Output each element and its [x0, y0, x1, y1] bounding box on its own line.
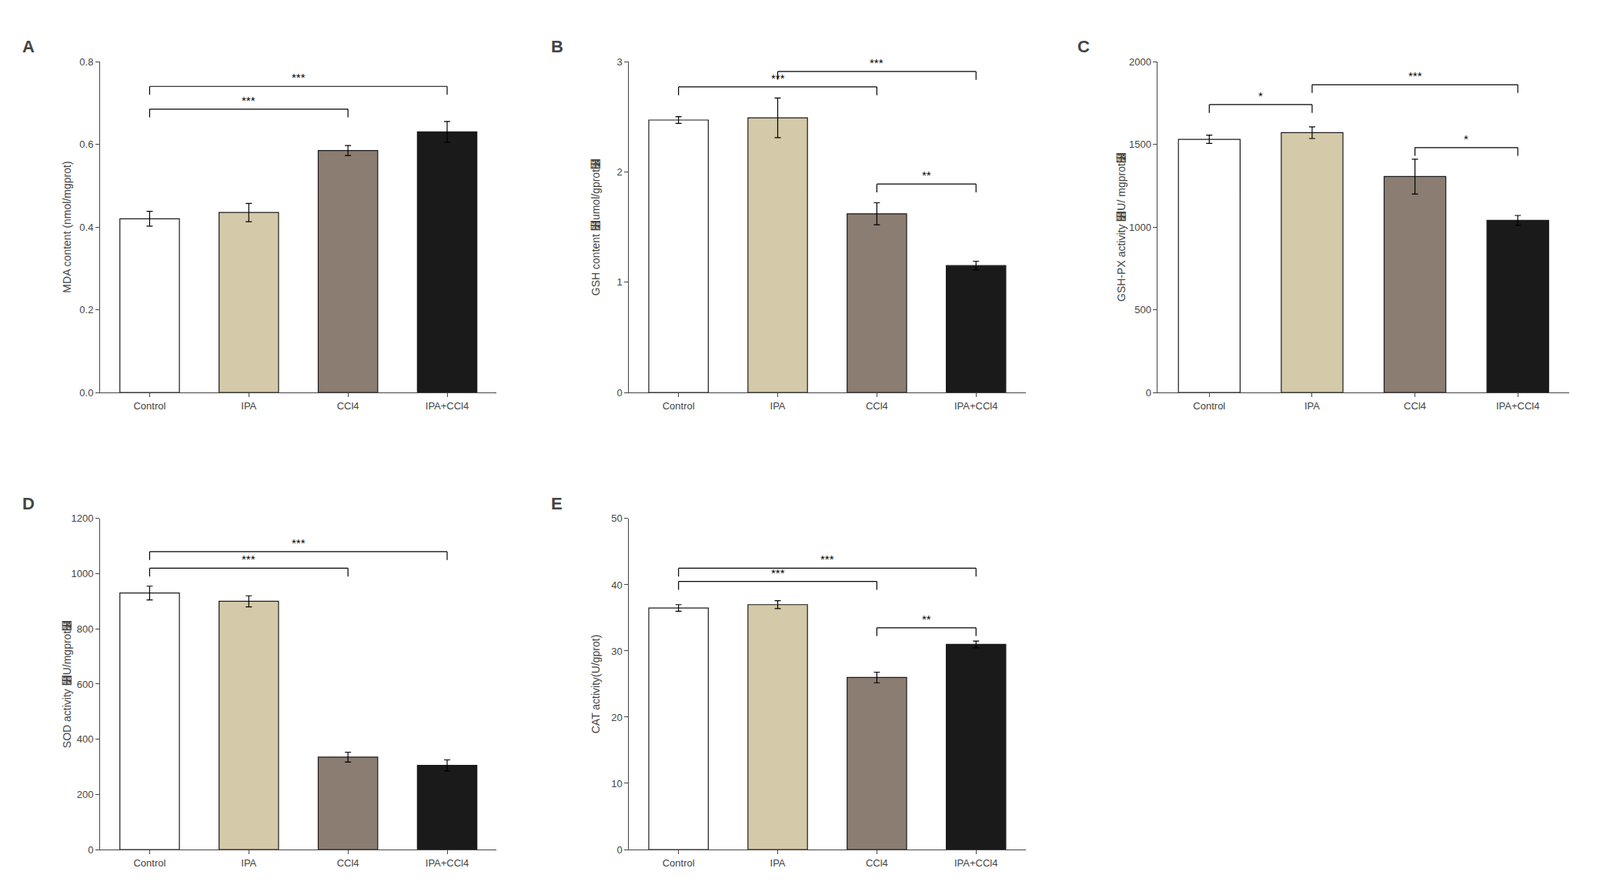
svg-text:IPA+CCl4: IPA+CCl4	[954, 857, 998, 869]
svg-text:500: 500	[1134, 303, 1152, 316]
svg-text:200: 200	[76, 788, 94, 801]
svg-text:B: B	[551, 36, 564, 57]
svg-text:CCl4: CCl4	[1403, 400, 1427, 412]
svg-text:0.8: 0.8	[79, 56, 94, 68]
svg-text:Control: Control	[662, 857, 695, 869]
svg-text:Control: Control	[133, 857, 166, 869]
svg-text:GSH content ⻻umol/gprot⻼: GSH content ⻻umol/gprot⻼	[589, 158, 602, 296]
svg-text:***: ***	[869, 56, 884, 70]
svg-text:CCl4: CCl4	[865, 400, 889, 412]
svg-text:SOD activity ⻻U/mgprot⻼: SOD activity ⻻U/mgprot⻼	[60, 620, 74, 749]
svg-text:IPA: IPA	[240, 857, 257, 869]
svg-text:***: ***	[771, 71, 785, 85]
svg-text:0.6: 0.6	[79, 138, 94, 151]
svg-text:C: C	[1077, 36, 1090, 57]
svg-text:GSH-PX activity ⻻U/ mgprot⻼: GSH-PX activity ⻻U/ mgprot⻼	[1115, 152, 1128, 302]
svg-text:CCl4: CCl4	[865, 857, 889, 869]
svg-text:*: *	[1258, 89, 1263, 103]
svg-text:***: ***	[291, 70, 306, 84]
svg-text:Control: Control	[133, 400, 166, 412]
svg-text:CCl4: CCl4	[337, 400, 360, 412]
svg-text:CCl4: CCl4	[337, 857, 360, 869]
svg-text:***: ***	[820, 552, 835, 566]
svg-text:400: 400	[76, 733, 94, 745]
svg-text:2000: 2000	[1129, 56, 1152, 68]
svg-text:IPA: IPA	[770, 857, 786, 869]
svg-text:D: D	[22, 494, 35, 514]
svg-text:0: 0	[616, 387, 622, 399]
svg-text:E: E	[551, 494, 563, 514]
svg-text:***: ***	[1408, 69, 1423, 83]
svg-text:800: 800	[76, 623, 94, 635]
svg-text:1500: 1500	[1129, 138, 1152, 151]
svg-text:2: 2	[616, 166, 622, 178]
svg-text:Control: Control	[1192, 400, 1226, 412]
svg-text:**: **	[921, 612, 932, 626]
svg-text:***: ***	[241, 552, 256, 566]
svg-text:1000: 1000	[1129, 221, 1152, 234]
svg-text:0.2: 0.2	[79, 303, 94, 316]
svg-text:600: 600	[76, 678, 94, 691]
svg-text:IPA+CCl4: IPA+CCl4	[425, 857, 469, 869]
svg-text:1200: 1200	[70, 512, 94, 525]
svg-text:**: **	[921, 168, 932, 182]
svg-text:IPA+CCl4: IPA+CCl4	[1496, 400, 1540, 412]
svg-text:0.4: 0.4	[79, 221, 94, 234]
svg-text:*: *	[1463, 132, 1469, 146]
svg-text:10: 10	[611, 778, 622, 790]
svg-text:***: ***	[291, 536, 306, 550]
svg-text:40: 40	[611, 578, 622, 591]
svg-text:IPA: IPA	[240, 400, 257, 412]
svg-text:MDA content (nmol/mgprot): MDA content (nmol/mgprot)	[60, 160, 74, 293]
svg-text:50: 50	[611, 512, 622, 525]
svg-text:30: 30	[611, 645, 622, 658]
svg-text:IPA: IPA	[1304, 400, 1320, 412]
svg-text:IPA: IPA	[770, 400, 786, 412]
svg-text:0: 0	[1145, 387, 1152, 399]
svg-text:3: 3	[616, 56, 622, 68]
svg-text:IPA+CCl4: IPA+CCl4	[954, 400, 998, 412]
svg-text:20: 20	[611, 711, 622, 724]
svg-text:1000: 1000	[70, 567, 94, 580]
svg-text:IPA+CCl4: IPA+CCl4	[425, 400, 469, 412]
svg-text:Control: Control	[662, 400, 695, 412]
svg-text:0: 0	[616, 844, 622, 856]
svg-text:***: ***	[241, 93, 256, 107]
svg-text:0: 0	[87, 844, 94, 856]
svg-text:0.0: 0.0	[79, 387, 94, 399]
svg-text:***: ***	[771, 566, 785, 580]
svg-text:1: 1	[616, 276, 622, 288]
svg-text:A: A	[22, 36, 35, 57]
svg-text:CAT activity(U/gprot): CAT activity(U/gprot)	[589, 634, 602, 735]
